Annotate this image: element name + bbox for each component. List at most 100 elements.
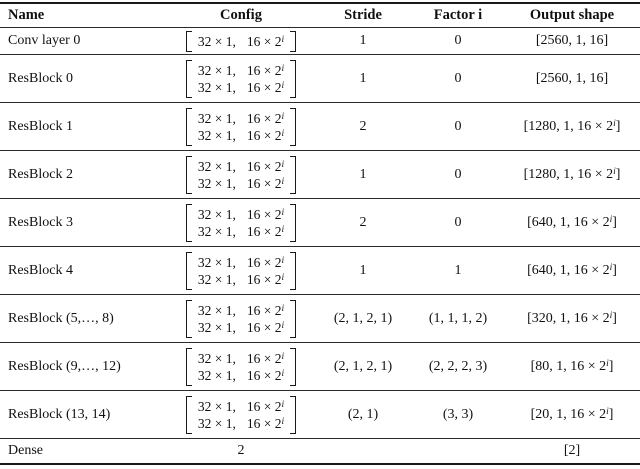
config-cell: 32 × 1, 16 × 2i 32 × 1, 16 × 2i: [168, 150, 314, 199]
output-shape-base: [640, 1, 16 × 2: [527, 214, 610, 230]
config-kernel: 32 × 1,: [197, 271, 236, 287]
output-shape-close: ]: [615, 166, 621, 182]
config-filters-base: 16 × 2: [246, 415, 282, 431]
left-bracket-icon: [185, 30, 192, 52]
output-shape-cell: [2560, 1, 16]: [504, 54, 640, 103]
config-matrix-line: 32 × 1, 16 × 2i: [198, 367, 284, 384]
stride-cell: 2: [314, 198, 412, 247]
config-cell: 32 × 1, 16 × 2i 32 × 1, 16 × 2i: [168, 198, 314, 247]
factor-cell: (2, 2, 2, 3): [412, 342, 504, 391]
config-filters: 16 × 2i: [247, 158, 284, 175]
output-shape-close: ]: [612, 262, 617, 278]
config-matrix: 32 × 1, 16 × 2i: [185, 30, 297, 52]
stride-cell: (2, 1, 2, 1): [314, 294, 412, 343]
config-filters-exponent: i: [281, 159, 285, 170]
config-kernel: 32 × 1,: [197, 175, 236, 191]
config-filters-exponent: i: [281, 63, 285, 74]
config-matrix-line: 32 × 1, 16 × 2i: [198, 223, 284, 240]
table-row: Dense 2 [2]: [0, 439, 640, 465]
config-cell: 32 × 1, 16 × 2i 32 × 1, 16 × 2i: [168, 342, 314, 391]
table-row: ResBlock 3 32 × 1, 16 × 2i 32 × 1, 16 × …: [0, 198, 640, 247]
config-matrix-line: 32 × 1, 16 × 2i: [198, 158, 284, 175]
config-filters-base: 16 × 2: [246, 206, 282, 222]
table-row: ResBlock 2 32 × 1, 16 × 2i 32 × 1, 16 × …: [0, 150, 640, 199]
table-row: ResBlock 1 32 × 1, 16 × 2i 32 × 1, 16 × …: [0, 102, 640, 151]
output-shape-exponent: i: [606, 406, 609, 417]
output-shape-base: [20, 1, 16 × 2: [530, 406, 607, 422]
right-bracket-icon: [290, 203, 297, 242]
config-matrix-line: 32 × 1, 16 × 2i: [198, 254, 284, 271]
config-matrix-body: 32 × 1, 16 × 2i: [192, 31, 290, 52]
config-matrix: 32 × 1, 16 × 2i 32 × 1, 16 × 2i: [185, 107, 297, 146]
config-filters-base: 16 × 2: [246, 398, 282, 414]
stride-cell: 1: [314, 246, 412, 295]
config-kernel: 32 × 1,: [197, 62, 236, 78]
config-matrix-line: 32 × 1, 16 × 2i: [198, 302, 284, 319]
config-matrix-body: 32 × 1, 16 × 2i 32 × 1, 16 × 2i: [192, 348, 290, 386]
config-filters-exponent: i: [281, 255, 285, 266]
config-kernel: 32 × 1,: [197, 79, 236, 95]
config-filters-exponent: i: [281, 207, 285, 218]
config-filters: 16 × 2i: [247, 271, 284, 288]
config-kernel: 32 × 1,: [197, 415, 236, 431]
config-matrix-body: 32 × 1, 16 × 2i 32 × 1, 16 × 2i: [192, 252, 290, 290]
config-filters: 16 × 2i: [247, 79, 284, 96]
config-matrix: 32 × 1, 16 × 2i 32 × 1, 16 × 2i: [185, 347, 297, 386]
config-matrix: 32 × 1, 16 × 2i 32 × 1, 16 × 2i: [185, 395, 297, 434]
config-filters-exponent: i: [281, 272, 285, 283]
column-header-factor-i: Factor i: [412, 3, 504, 28]
config-cell: 2: [237, 443, 245, 458]
right-bracket-icon: [290, 30, 297, 52]
output-shape-cell: [80, 1, 16 × 2i]: [504, 342, 640, 391]
config-matrix: 32 × 1, 16 × 2i 32 × 1, 16 × 2i: [185, 299, 297, 338]
config-matrix-line: 32 × 1, 16 × 2i: [198, 415, 284, 432]
config-matrix-line: 32 × 1, 16 × 2i: [198, 271, 284, 288]
factor-cell: (3, 3): [412, 390, 504, 439]
config-filters-base: 16 × 2: [246, 223, 282, 239]
left-bracket-icon: [185, 347, 192, 386]
factor-cell: 0: [412, 198, 504, 247]
output-shape-close: ]: [612, 310, 617, 326]
config-matrix: 32 × 1, 16 × 2i 32 × 1, 16 × 2i: [185, 155, 297, 194]
config-filters: 16 × 2i: [247, 206, 284, 223]
header-row: Name Config Stride Factor i Output shape: [0, 3, 640, 28]
row-name-cell: ResBlock 2: [0, 150, 168, 199]
config-matrix-body: 32 × 1, 16 × 2i 32 × 1, 16 × 2i: [192, 204, 290, 242]
left-bracket-icon: [185, 203, 192, 242]
config-filters-exponent: i: [281, 34, 285, 45]
config-filters: 16 × 2i: [247, 62, 284, 79]
config-filters-base: 16 × 2: [246, 62, 282, 78]
output-shape-base: [2560, 1, 16]: [535, 70, 609, 86]
row-name-cell: Dense: [8, 443, 43, 458]
config-matrix-body: 32 × 1, 16 × 2i 32 × 1, 16 × 2i: [192, 396, 290, 434]
table-row: ResBlock 4 32 × 1, 16 × 2i 32 × 1, 16 × …: [0, 246, 640, 295]
output-shape-base: [640, 1, 16 × 2: [527, 262, 610, 278]
config-filters-base: 16 × 2: [246, 367, 282, 383]
right-bracket-icon: [290, 155, 297, 194]
config-kernel: 32 × 1,: [197, 350, 236, 366]
config-matrix-line: 32 × 1, 16 × 2i: [198, 398, 284, 415]
row-name-cell: ResBlock (13, 14): [0, 390, 168, 439]
config-cell: 32 × 1, 16 × 2i 32 × 1, 16 × 2i: [168, 246, 314, 295]
left-bracket-icon: [185, 59, 192, 98]
output-shape-cell: [2]: [504, 439, 640, 465]
left-bracket-icon: [185, 299, 192, 338]
config-filters: 16 × 2i: [247, 223, 284, 240]
output-shape-base: [1280, 1, 16 × 2: [523, 118, 614, 134]
output-shape-base: [2]: [563, 443, 581, 458]
row-name-cell: ResBlock (9,…, 12): [0, 342, 168, 391]
left-bracket-icon: [185, 251, 192, 290]
factor-cell: (1, 1, 1, 2): [412, 294, 504, 343]
left-bracket-icon: [185, 395, 192, 434]
stride-cell: 1: [314, 54, 412, 103]
config-matrix-line: 32 × 1, 16 × 2i: [198, 127, 284, 144]
factor-cell: [412, 439, 504, 465]
config-filters-exponent: i: [281, 351, 285, 362]
right-bracket-icon: [290, 299, 297, 338]
output-shape-cell: [20, 1, 16 × 2i]: [504, 390, 640, 439]
row-name-cell: ResBlock 4: [0, 246, 168, 295]
config-filters-exponent: i: [281, 303, 285, 314]
config-kernel: 32 × 1,: [197, 319, 236, 335]
config-filters-base: 16 × 2: [246, 127, 282, 143]
